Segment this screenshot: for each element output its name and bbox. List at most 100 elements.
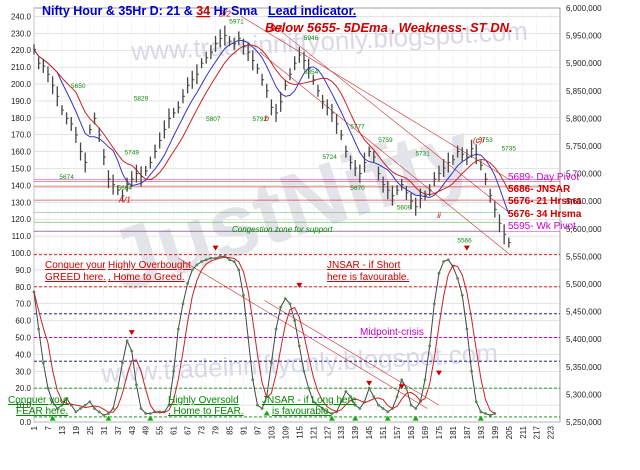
annotation-jnsar-short-2: here is favourable. [327,272,409,283]
oscillator-point [311,400,315,404]
right-axis-tick-label: 5,600,000 [566,225,602,234]
left-axis-tick-label: 110.0 [12,232,32,241]
oscillator-point [274,327,278,331]
oscillator-point [293,319,297,323]
oscillator-point [228,258,231,262]
buy-arrow-marker [328,415,335,421]
level-lines [34,179,560,232]
oscillator-point [46,386,50,390]
oscillator-point [474,400,478,404]
oscillator-point [283,297,287,301]
sell-arrow-marker [296,282,303,288]
price-label: 5670 [350,185,365,192]
oscillator-point [279,305,283,309]
oscillator-point [200,260,203,263]
oscillator-point [209,256,213,260]
oscillator-point [121,361,124,365]
x-axis-tick-label: 163 [407,425,416,439]
oscillator-point [97,410,101,414]
title-part-1: Nifty Hour & 35Hr D: 21 & [42,4,196,18]
trendline [240,16,509,180]
oscillator-point [344,390,348,393]
oscillator-levels [34,254,560,418]
oscillator-point [367,386,371,390]
x-axis-tick-label: 223 [547,425,556,439]
oscillator-point [144,412,148,415]
oscillator-point [130,349,134,353]
oscillator-point [288,302,292,306]
oscillator-point [302,369,306,373]
oscillator-point [51,400,55,404]
chart-labels: 5650 5829 5807 5749 5674 5664 5971 5946 5854 5792… [49,9,516,421]
x-axis-tick-label: 217 [533,425,542,439]
right-axis-tick-label: 5,300,000 [566,390,602,399]
price-label: 5971 [229,18,244,25]
x-axis-tick-label: 205 [505,425,514,439]
oscillator-point [195,263,199,267]
price-label: 5759 [378,137,393,144]
oscillator-point [456,276,459,280]
left-axis-tick-label: 130.0 [11,198,32,207]
right-axis: 5,250,000 5,300,000 5,350,000 5,400,000 5,45… [566,4,602,427]
oscillator-point [176,327,180,331]
osc-trendline [178,257,428,409]
right-axis-tick-label: 5,350,000 [566,363,602,372]
trendline [259,51,509,254]
left-axis-tick-label: 160.0 [11,148,32,157]
price-label: 5946 [304,35,319,42]
price-label: 5753 [478,137,493,144]
left-axis: 0.0 10.0 20.0 30.0 40.0 50.0 60.0 70.0 80.0 90.0 1… [11,12,32,427]
x-axis-tick-label: 85 [226,425,235,434]
headline: Below 5655- 5DEma , Weakness- ST DN. [265,20,513,35]
left-axis-tick-label: 120.0 [11,215,32,224]
annotation-overbought-1: Highly Overbought [108,260,191,271]
wave-label: B/3 [270,24,283,33]
x-axis-tick-label: 145 [365,425,374,439]
price-label: 5650 [71,83,86,90]
level-21-hrsma: 5676- 21 Hrsma [508,196,582,207]
buy-arrow-marker [384,415,391,421]
price-label: 5792 [253,116,268,123]
right-axis-tick-label: 5,250,000 [566,418,602,427]
oscillator [32,255,497,417]
oscillator-point [83,403,87,407]
x-axis-tick-label: 199 [491,425,500,439]
oscillator-point [172,369,176,373]
oscillator-point [181,302,185,306]
oscillator-point [470,369,473,373]
x-axis-tick-label: 55 [156,425,165,434]
x-axis-tick-label: 73 [198,425,207,434]
price-label: 5777 [350,123,365,130]
oscillator-point [307,386,311,390]
price-label: 5566 [457,238,472,245]
oscillator-point [484,412,487,415]
oscillator-point [60,403,64,407]
left-axis-tick-label: 70.0 [15,300,31,309]
right-axis-tick-label: 5,800,000 [566,114,602,123]
oscillator-point [325,410,329,414]
oscillator-point [400,378,404,382]
ma-21-line [33,39,510,215]
x-axis-tick-label: 109 [281,425,290,439]
oscillator-point [442,260,446,263]
x-axis-tick-label: 103 [267,425,276,439]
oscillator-point [297,344,301,348]
oscillator-point [395,395,399,399]
oscillator-point [204,258,208,262]
right-axis-tick-label: 5,850,000 [566,87,602,96]
oscillator-point [37,327,41,331]
lead-indicator: Lead indicator. [268,4,356,18]
x-axis-tick-label: 97 [253,425,262,434]
oscillator-point [116,386,120,390]
right-axis-tick-label: 5,950,000 [566,32,602,41]
sell-arrow-marker [128,330,135,336]
annotation-jnsar-long-2: is favourable. [272,406,331,417]
title-part-3: Hr Sma [210,4,258,18]
buy-arrow-marker [49,415,56,421]
right-axis-tick-label: 5,450,000 [566,308,602,317]
x-axis-tick-label: 181 [449,425,458,439]
left-axis-tick-label: 150.0 [11,165,32,174]
wave-label: A/1 [118,195,131,204]
right-axis-tick-label: 5,750,000 [566,142,602,151]
price-label: 5854 [304,69,319,76]
